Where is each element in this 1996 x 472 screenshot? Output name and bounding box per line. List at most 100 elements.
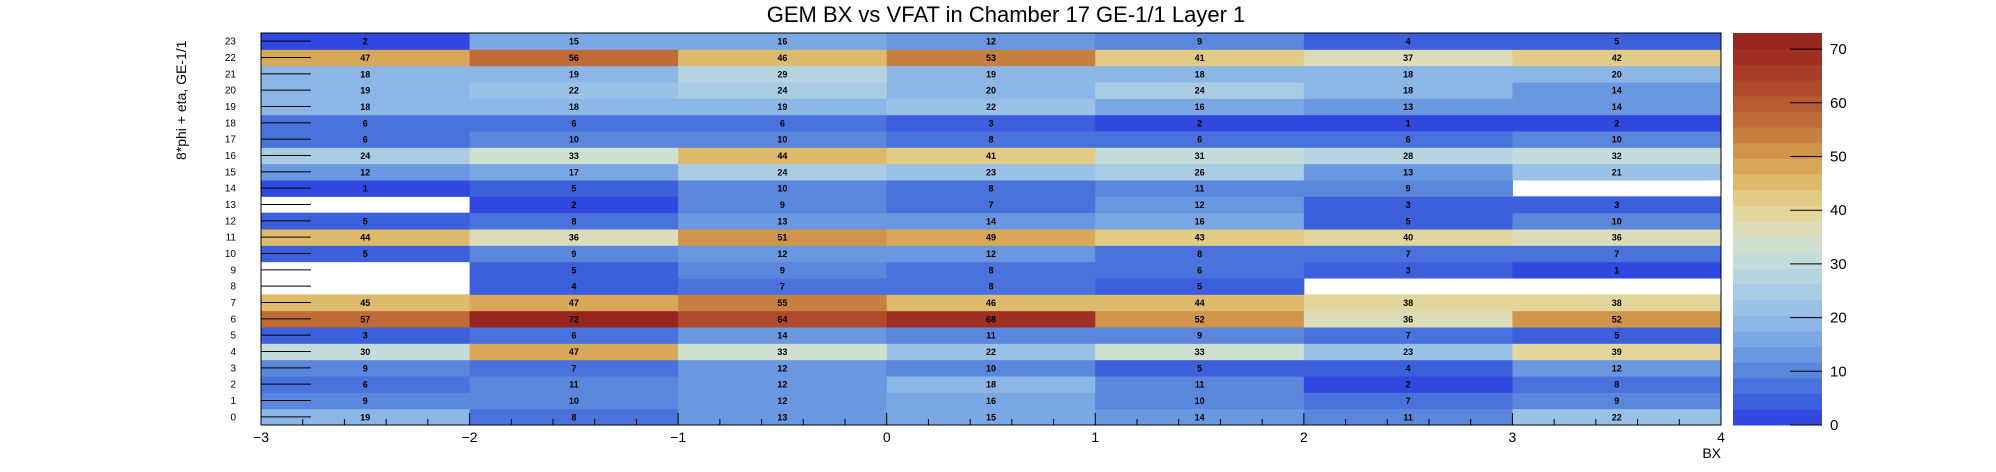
cell-value-label: 2 (1406, 380, 1411, 390)
cell-value-label: 47 (569, 298, 579, 308)
cell-value-label: 12 (777, 380, 787, 390)
heatmap-cell (886, 82, 1096, 99)
y-tick-label: 19 (225, 102, 237, 113)
heatmap-cell (1095, 392, 1305, 410)
cell-value-label: 18 (360, 102, 370, 112)
heatmap-cell (1512, 327, 1722, 344)
heatmap-cell (886, 180, 1096, 197)
y-tick-label: 16 (225, 151, 237, 162)
y-tick-label: 10 (225, 249, 237, 260)
cell-value-label: 5 (1197, 363, 1202, 373)
heatmap-cell (678, 212, 888, 230)
z-tick-label: 70 (1830, 41, 1847, 58)
cell-value-label: 23 (986, 167, 996, 177)
heatmap-cell (1303, 147, 1513, 165)
cell-value-label: 57 (360, 314, 370, 324)
heatmap-cell (1095, 408, 1305, 426)
cell-value-label: 13 (777, 412, 787, 422)
heatmap-cell (1095, 114, 1305, 132)
cell-value-label: 8 (988, 265, 993, 275)
cell-value-label: 6 (363, 135, 368, 145)
cell-value-label: 15 (569, 37, 579, 47)
color-scale-segment (1733, 330, 1822, 348)
cell-value-label: 30 (360, 347, 370, 357)
heatmap-cell (1303, 245, 1513, 263)
x-tick-label: 1 (1091, 429, 1099, 445)
heatmap-cell (1512, 33, 1722, 50)
heatmap-cell (1095, 327, 1305, 344)
cell-value-label: 14 (777, 331, 787, 341)
cell-value-label: 21 (1612, 167, 1622, 177)
cell-value-label: 42 (1612, 53, 1622, 63)
cell-value-label: 16 (777, 37, 787, 47)
heatmap-cell (469, 327, 679, 344)
heatmap-cell (469, 278, 679, 295)
cell-value-label: 12 (360, 167, 370, 177)
heatmap-cell (1095, 294, 1305, 312)
cell-value-label: 12 (986, 249, 996, 259)
cell-value-label: 41 (1195, 53, 1205, 63)
cell-value-label: 9 (1197, 37, 1202, 47)
heatmap-cell (1512, 294, 1722, 312)
heatmap-cell (469, 245, 679, 263)
heatmap-cell (469, 310, 679, 328)
cell-value-label: 10 (1612, 135, 1622, 145)
heatmap-cell (1512, 229, 1722, 246)
y-tick-label: 15 (225, 167, 237, 178)
cell-value-label: 31 (1195, 151, 1205, 161)
color-scale-segment (1733, 127, 1822, 144)
cell-value-label: 9 (780, 200, 785, 210)
heatmap-cell (469, 196, 679, 214)
cell-value-label: 49 (986, 233, 996, 243)
color-scale-segment (1733, 299, 1822, 316)
cell-value-label: 64 (777, 314, 787, 324)
color-scale-axis: 0 10 20 30 40 50 60 70 (1790, 41, 1847, 434)
cell-value-label: 19 (777, 102, 787, 112)
x-tick-label: 4 (1717, 429, 1725, 445)
heatmap-cell (886, 392, 1096, 410)
color-scale-segment (1733, 189, 1822, 206)
cell-value-label: 1 (1406, 118, 1411, 128)
heatmap-cell (886, 196, 1096, 214)
heatmap-cell (469, 343, 679, 361)
heatmap-cell (678, 229, 888, 246)
cell-value-label: 12 (986, 37, 996, 47)
cell-value-label: 22 (1612, 412, 1622, 422)
heatmap-cell (678, 114, 888, 132)
heatmap-cell (1303, 376, 1513, 393)
cell-value-label: 18 (1403, 86, 1413, 96)
heatmap-cell (1303, 131, 1513, 148)
y-tick-label: 11 (226, 233, 237, 244)
cell-value-label: 5 (571, 265, 576, 275)
heatmap-cell (469, 392, 679, 410)
cell-value-label: 6 (1197, 265, 1202, 275)
x-tick-label: −3 (253, 429, 269, 445)
heatmap-cell (261, 147, 471, 165)
heatmap-cell (1512, 98, 1722, 116)
heatmap-cell (261, 392, 471, 410)
cell-value-label: 41 (986, 151, 996, 161)
heatmap-cell (1303, 408, 1513, 426)
cell-value-label: 55 (777, 298, 787, 308)
heatmap-cell (1512, 245, 1722, 263)
cell-value-label: 8 (988, 135, 993, 145)
heatmap-cell (469, 114, 679, 132)
cell-value-label: 18 (1403, 69, 1413, 79)
heatmap-cell (1303, 82, 1513, 99)
color-scale-segment (1733, 205, 1822, 222)
heatmap-cell (261, 359, 471, 377)
heatmap-cell (1512, 147, 1722, 165)
cell-value-label: 16 (986, 396, 996, 406)
color-scale-segment (1733, 48, 1822, 65)
cell-value-label: 3 (363, 331, 368, 341)
cell-value-label: 7 (780, 282, 785, 292)
cell-value-label: 3 (1406, 265, 1411, 275)
cell-value-label: 5 (363, 249, 368, 259)
heatmap-cell (261, 343, 471, 361)
cell-value-label: 52 (1195, 314, 1205, 324)
cell-value-label: 14 (1612, 86, 1622, 96)
heatmap-cell (1303, 343, 1513, 361)
heatmap-cell (678, 392, 888, 410)
z-tick-label: 50 (1830, 149, 1847, 166)
